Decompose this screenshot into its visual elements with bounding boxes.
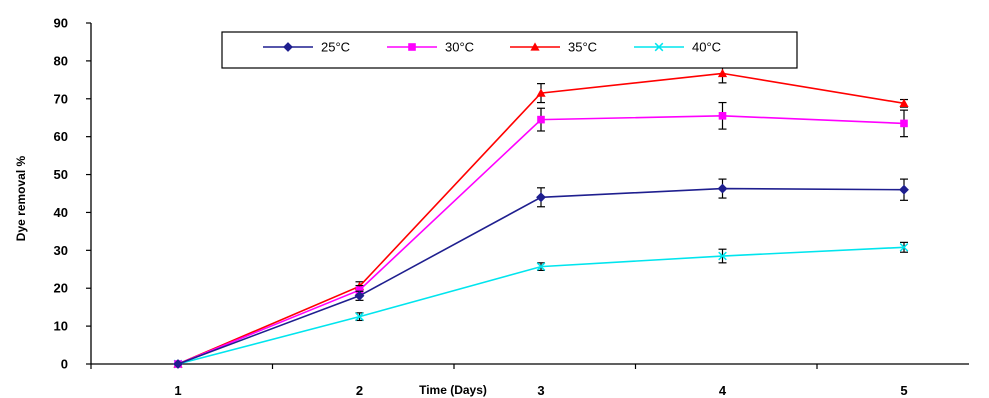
legend: 25°C 30°C 35°C 40°C — [221, 31, 798, 69]
legend-marker — [283, 42, 293, 52]
data-point-40C-stroke — [536, 262, 546, 271]
legend-marker — [408, 43, 416, 51]
data-point-30C — [537, 115, 545, 124]
series-30C — [174, 101, 908, 368]
data-point-25C — [717, 183, 728, 194]
x-tick-label: 2 — [356, 383, 363, 398]
x-axis-ticks: 1 2 3 4 5 — [90, 364, 908, 398]
series-40C — [173, 241, 909, 369]
y-tick-label: 80 — [54, 53, 68, 68]
y-tick-label: 20 — [54, 281, 68, 296]
legend-item-35C: 35°C — [510, 40, 597, 55]
y-tick-label: 70 — [54, 91, 68, 106]
data-point-30C — [355, 286, 364, 294]
x-axis-title: Time (Days) — [419, 383, 487, 397]
data-point-25C — [173, 359, 183, 369]
x-tick-label: 5 — [900, 383, 907, 398]
legend-marker-stroke — [654, 42, 664, 52]
legend-marker — [654, 42, 664, 52]
legend-marker — [530, 42, 540, 51]
x-tick-label: 3 — [537, 383, 544, 398]
data-point-35C — [717, 68, 728, 78]
series-25C — [173, 178, 909, 369]
data-point-30C — [900, 119, 908, 128]
y-tick-label: 90 — [54, 16, 68, 31]
data-point-40C — [355, 312, 364, 321]
y-tick-label: 30 — [54, 243, 68, 258]
legend-label: 40°C — [692, 40, 721, 55]
data-point-40C-stroke — [355, 312, 364, 321]
data-point-40C-stroke — [899, 242, 909, 252]
y-tick-label: 10 — [54, 319, 68, 334]
legend-label: 30°C — [445, 40, 474, 55]
legend-label: 35°C — [568, 40, 597, 55]
data-point-25C — [536, 192, 546, 203]
data-point-40C — [899, 242, 909, 252]
y-tick-label: 50 — [54, 167, 68, 182]
series-group — [173, 63, 909, 369]
legend-item-30C: 30°C — [387, 40, 474, 55]
legend-box — [221, 31, 798, 69]
data-point-40C — [536, 262, 546, 271]
legend-label: 25°C — [321, 40, 350, 55]
data-point-30C — [718, 112, 727, 120]
y-axis-title: Dye removal % — [14, 155, 28, 241]
data-point-40C-stroke — [718, 251, 727, 261]
y-axis-ticks: 0 10 20 30 40 50 60 70 80 90 — [54, 16, 91, 372]
series-line-25C — [177, 187, 905, 365]
legend-item-40C: 40°C — [634, 40, 721, 55]
data-point-35C — [536, 88, 546, 97]
x-tick-label: 4 — [719, 383, 727, 398]
y-tick-label: 60 — [54, 129, 68, 144]
y-tick-label: 40 — [54, 205, 68, 220]
data-point-35C — [899, 98, 909, 108]
data-point-25C — [354, 290, 365, 301]
legend-item-25C: 25°C — [263, 40, 350, 55]
series-line-30C — [177, 115, 905, 365]
x-tick-label: 1 — [174, 383, 181, 398]
data-point-25C — [899, 184, 909, 195]
legend-items: 25°C 30°C 35°C 40°C — [263, 40, 721, 55]
y-tick-label: 0 — [61, 357, 68, 372]
data-point-40C — [718, 251, 727, 261]
